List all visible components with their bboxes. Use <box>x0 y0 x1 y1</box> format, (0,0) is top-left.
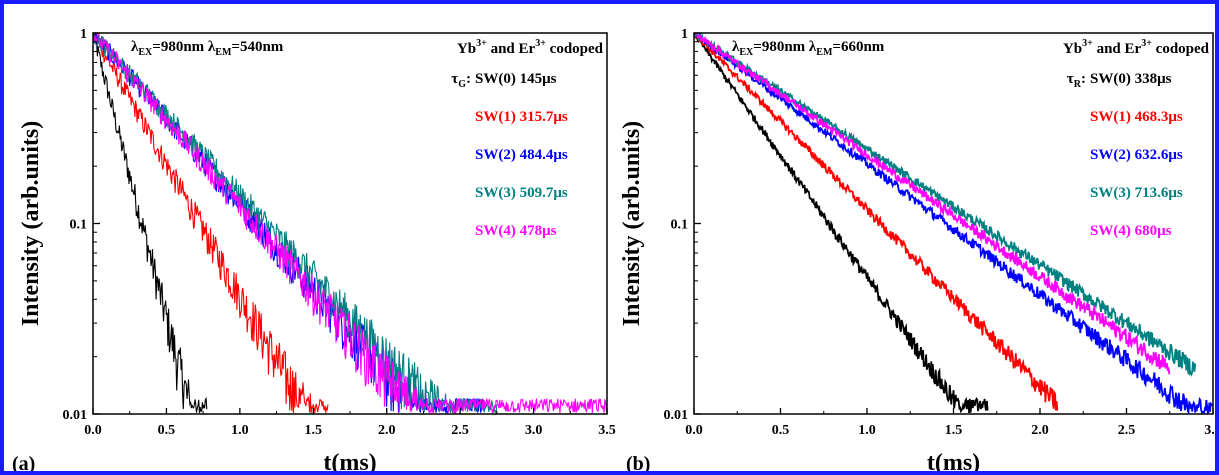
x-tick-label: 1.5 <box>945 423 963 438</box>
curves <box>694 33 1213 414</box>
x-axis-title: t(ms) <box>927 450 980 475</box>
x-tick-label: 1.5 <box>305 423 323 438</box>
panel-label: (a) <box>12 453 35 475</box>
series-line-4 <box>93 33 607 414</box>
series-line-2 <box>694 33 1213 414</box>
y-axis-title: Intensity (arb.units) <box>18 121 44 326</box>
x-tick-label: 3.0 <box>1204 423 1219 438</box>
curves <box>93 33 607 414</box>
x-tick-label: 0.0 <box>685 423 703 438</box>
y-axis-title: Intensity (arb.units) <box>619 121 645 326</box>
tau-label: τG: <box>451 71 471 90</box>
decay-figure: 0.0 0.5 1.0 1.5 2.0 2.5 3.0 3.510.10.01t(ms)Int… <box>12 27 1219 475</box>
x-tick-label: 2.0 <box>378 423 396 438</box>
series-line-3 <box>694 33 1197 377</box>
x-tick-label: 1.0 <box>858 423 876 438</box>
panel-a: 0.0 0.5 1.0 1.5 2.0 2.5 3.0 3.5 1 0.1 0.01 t(ms) Int… <box>12 27 616 475</box>
y-tick-label: 0.01 <box>664 408 689 423</box>
series-line-0 <box>694 33 989 414</box>
series-line-3 <box>93 33 498 414</box>
legend-entry: SW(1) 315.7μs <box>475 109 568 125</box>
legend-entry: SW(3) 509.7μs <box>475 185 568 201</box>
series-line-0 <box>93 33 208 414</box>
legend-entry: SW(3) 713.6μs <box>1090 185 1183 201</box>
legend-entry: SW(2) 484.4μs <box>475 147 568 163</box>
x-tick-label: 2.5 <box>1118 423 1136 438</box>
y-tick-label: 0.01 <box>63 408 88 423</box>
y-tick-label: 1 <box>80 27 87 42</box>
excitation-emission-annotation: λEX=980nm λEM=660nm <box>732 39 885 58</box>
x-axis-title: t(ms) <box>323 450 376 475</box>
legend-entry: SW(4) 680μs <box>1090 223 1172 239</box>
excitation-emission-annotation: λEX=980nm λEM=540nm <box>131 39 284 58</box>
y-tick-label: 0.1 <box>70 218 88 233</box>
series-line-2 <box>93 33 483 414</box>
y-tick-label: 0.1 <box>671 218 689 233</box>
legend-entry: SW(0) 338μs <box>1090 71 1172 87</box>
legend-entry: SW(4) 478μs <box>475 223 557 239</box>
legend-entry: SW(1) 468.3μs <box>1090 109 1183 125</box>
panel-b: 0.0 0.5 1.0 1.5 2.0 2.5 3.0 1 0.1 0.01 t(ms) Intens… <box>619 27 1219 475</box>
x-tick-label: 0.5 <box>158 423 176 438</box>
codoped-annotation: Yb3+ and Er3+ codoped <box>1063 38 1210 57</box>
x-tick-label: 2.0 <box>1031 423 1049 438</box>
series-line-4 <box>694 33 1171 375</box>
legend-entry: SW(2) 632.6μs <box>1090 147 1183 163</box>
x-tick-label: 0.5 <box>772 423 790 438</box>
x-tick-label: 3.5 <box>598 423 616 438</box>
x-tick-label: 0.0 <box>84 423 102 438</box>
series-line-1 <box>694 33 1059 411</box>
legend-entry: SW(0) 145μs <box>475 71 557 87</box>
tau-label: τR: <box>1067 71 1086 90</box>
series-line-1 <box>93 33 329 414</box>
x-tick-label: 2.5 <box>451 423 469 438</box>
x-tick-label: 3.0 <box>525 423 543 438</box>
x-tick-label: 1.0 <box>231 423 249 438</box>
codoped-annotation: Yb3+ and Er3+ codoped <box>457 38 604 57</box>
y-tick-label: 1 <box>681 27 688 42</box>
panel-label: (b) <box>626 453 650 475</box>
